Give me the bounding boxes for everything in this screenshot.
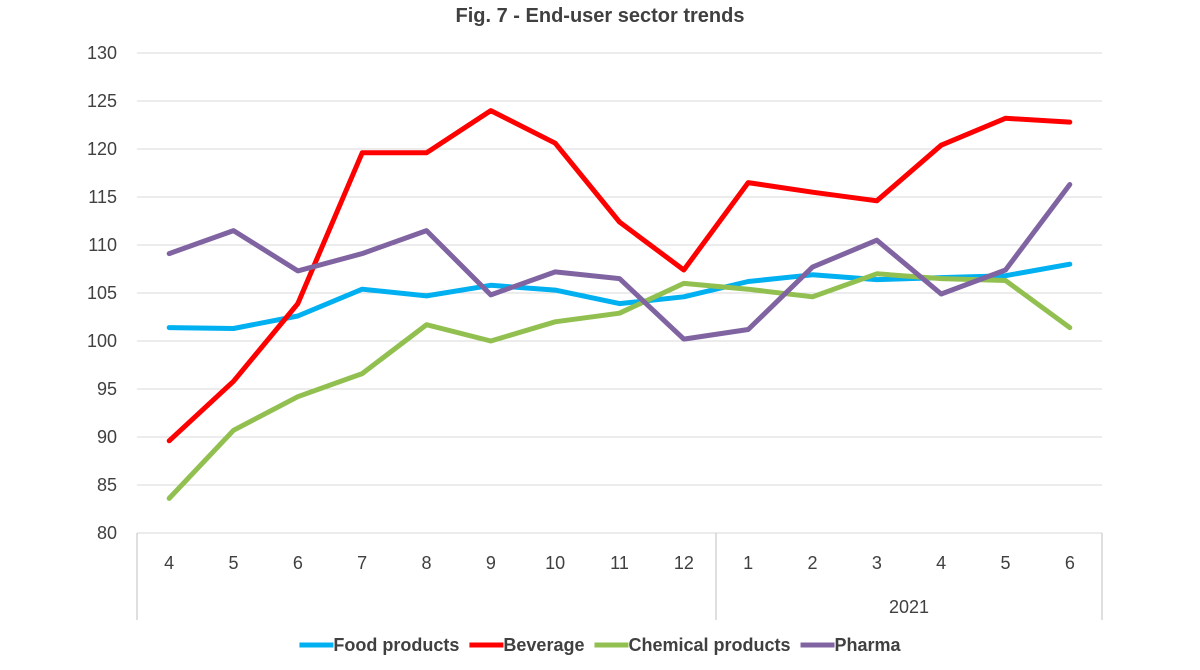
- y-tick-label: 110: [88, 235, 117, 255]
- x-tick-label: 11: [610, 553, 629, 573]
- x-tick-label: 6: [1065, 553, 1075, 573]
- x-tick-label: 4: [164, 553, 174, 573]
- y-axis: 80 85 90 95 100 105 110 115 120 125 130: [87, 43, 117, 543]
- series-line-beverage: [166, 108, 1073, 444]
- series-lines: [166, 108, 1073, 501]
- legend: Food products Beverage Chemical products Ph…: [299, 635, 902, 655]
- x-tick-label: 9: [486, 553, 496, 573]
- y-tick-label: 95: [97, 379, 117, 399]
- series-line-food-products: [166, 261, 1073, 331]
- x-group-label: 2021: [889, 597, 929, 617]
- y-tick-label: 130: [87, 43, 117, 63]
- y-tick-label: 115: [88, 187, 117, 207]
- y-tick-label: 85: [97, 475, 117, 495]
- y-tick-label: 90: [97, 427, 117, 447]
- x-tick-label: 3: [872, 553, 882, 573]
- y-tick-label: 120: [87, 139, 117, 159]
- x-tick-label: 7: [357, 553, 367, 573]
- x-tick-label: 5: [228, 553, 238, 573]
- x-tick-label: 12: [674, 553, 694, 573]
- y-tick-label: 125: [87, 91, 117, 111]
- chart-title: Fig. 7 - End-user sector trends: [456, 5, 745, 27]
- legend-label: Beverage: [503, 635, 584, 655]
- x-tick-label: 5: [1000, 553, 1010, 573]
- x-tick-label: 4: [936, 553, 946, 573]
- legend-label: Chemical products: [628, 635, 790, 655]
- gridlines: [137, 52, 1102, 534]
- x-tick-label: 2: [807, 553, 817, 573]
- y-tick-label: 80: [97, 523, 117, 543]
- legend-label: Food products: [333, 635, 459, 655]
- x-tick-label: 1: [743, 553, 753, 573]
- legend-label: Pharma: [835, 635, 902, 655]
- y-tick-label: 100: [87, 331, 117, 351]
- x-tick-label: 8: [421, 553, 431, 573]
- y-tick-label: 105: [87, 283, 117, 303]
- series-line-chemical-products: [166, 271, 1073, 501]
- x-tick-label: 10: [545, 553, 565, 573]
- series-line-pharma: [166, 182, 1073, 342]
- x-tick-label: 6: [293, 553, 303, 573]
